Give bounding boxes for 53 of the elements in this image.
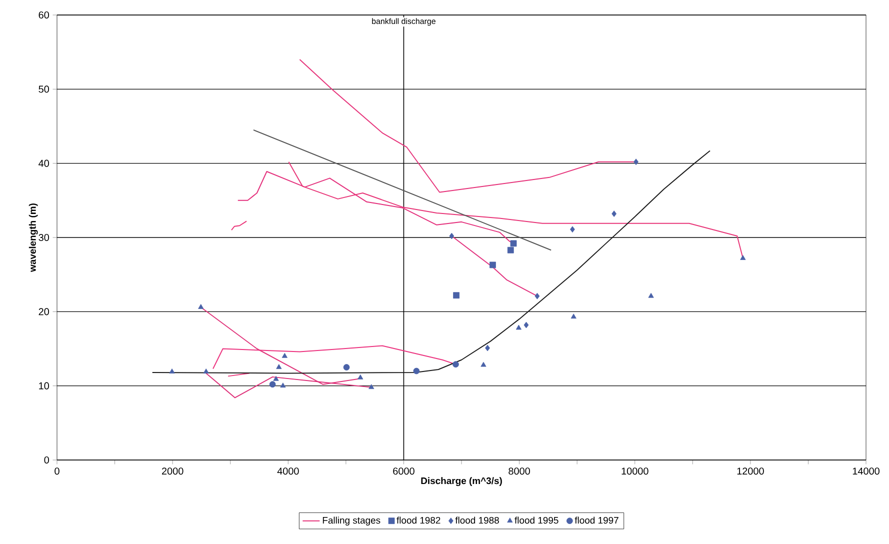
line-series bbox=[231, 220, 248, 231]
point bbox=[485, 344, 490, 352]
x-tick-label: 4000 bbox=[277, 468, 299, 475]
x-tick-label: 8000 bbox=[508, 468, 530, 475]
point bbox=[507, 246, 514, 254]
y-tick-label: 60 bbox=[38, 11, 50, 19]
y-tick-label: 20 bbox=[38, 308, 50, 316]
point bbox=[273, 376, 279, 381]
point bbox=[524, 322, 529, 328]
point bbox=[169, 368, 175, 374]
y-tick-label: 30 bbox=[38, 234, 50, 242]
point bbox=[452, 361, 459, 368]
y-tick-label: 0 bbox=[44, 456, 50, 464]
x-tick-label: 0 bbox=[54, 468, 60, 475]
point bbox=[453, 292, 460, 299]
legend-label: flood 1995 bbox=[514, 516, 558, 524]
line-series bbox=[152, 150, 710, 374]
point bbox=[570, 314, 576, 319]
point bbox=[280, 382, 286, 388]
point bbox=[269, 381, 276, 388]
point bbox=[516, 324, 522, 330]
point bbox=[343, 364, 350, 370]
point bbox=[449, 232, 454, 240]
point bbox=[612, 210, 616, 217]
point bbox=[368, 384, 374, 390]
x-tick-label: 14000 bbox=[852, 468, 880, 475]
x-axis-title: Discharge (m^3/s) bbox=[421, 477, 502, 486]
point bbox=[648, 292, 654, 298]
y-tick-label: 10 bbox=[39, 382, 50, 390]
x-tick-label: 12000 bbox=[737, 468, 764, 475]
point bbox=[282, 352, 288, 358]
point bbox=[570, 226, 575, 233]
point bbox=[740, 255, 746, 260]
point bbox=[413, 368, 420, 374]
y-axis-title: wavelength (m) bbox=[28, 204, 38, 272]
point bbox=[490, 262, 496, 268]
legend-label: flood 1997 bbox=[574, 516, 618, 524]
point bbox=[276, 364, 282, 369]
x-tick-label: 6000 bbox=[393, 468, 414, 475]
point bbox=[203, 368, 209, 374]
legend-label: Falling stages bbox=[322, 516, 380, 526]
point bbox=[510, 240, 517, 247]
point bbox=[534, 292, 540, 300]
x-tick-label: 10000 bbox=[622, 468, 648, 475]
y-tick-label: 50 bbox=[38, 86, 50, 93]
point bbox=[358, 374, 364, 380]
point bbox=[634, 158, 638, 166]
point bbox=[198, 304, 204, 309]
point bbox=[480, 362, 486, 367]
legend-label: flood 1988 bbox=[455, 516, 499, 524]
legend-label: flood 1982 bbox=[396, 516, 440, 524]
y-tick-label: 40 bbox=[38, 160, 50, 167]
x-tick-label: 2000 bbox=[162, 468, 184, 475]
